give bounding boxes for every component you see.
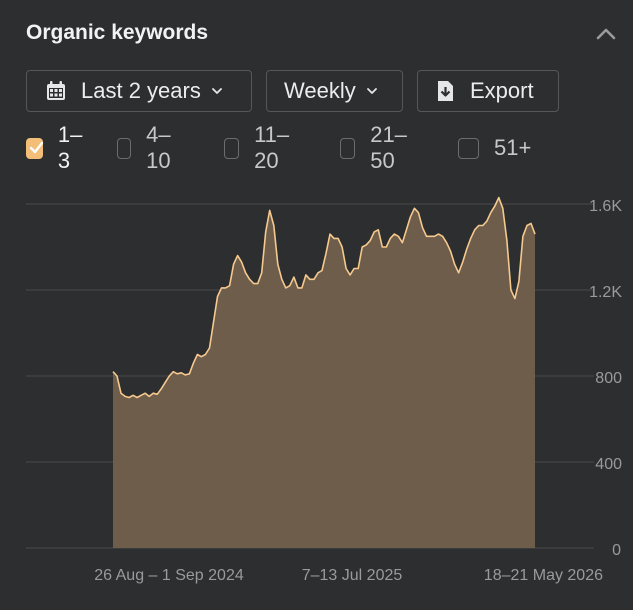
date-range-label: Last 2 years — [81, 78, 201, 103]
checkbox-icon[interactable] — [458, 137, 479, 159]
y-tick-label: 0 — [612, 542, 621, 559]
filter-label: 11–20 — [254, 122, 290, 173]
filter-21-50[interactable]: 21–50 — [340, 122, 413, 173]
series-line — [112, 196, 536, 399]
x-tick-label: 18–21 May 2026 — [484, 567, 603, 584]
download-file-icon — [438, 81, 453, 101]
x-tick-label: 7–13 Jul 2025 — [302, 567, 403, 584]
calendar-icon — [47, 81, 65, 100]
chevron-down-icon — [211, 88, 222, 94]
filter-label: 21–50 — [370, 122, 407, 173]
filter-51-plus[interactable]: 51+ — [458, 134, 531, 162]
filter-1-3[interactable]: 1–3 — [26, 122, 86, 173]
interval-dropdown[interactable]: Weekly — [266, 70, 403, 112]
y-tick-label: 800 — [595, 370, 622, 387]
filter-label: 4–10 — [146, 122, 171, 173]
filter-4-10[interactable]: 4–10 — [117, 122, 177, 173]
checkbox-icon[interactable] — [117, 137, 132, 159]
x-tick-label: 26 Aug – 1 Sep 2024 — [94, 567, 244, 584]
interval-label: Weekly — [284, 78, 356, 103]
filter-label: 51+ — [494, 135, 532, 160]
chevron-up-icon[interactable] — [594, 24, 618, 44]
y-tick-label: 1.2K — [589, 284, 622, 301]
checkbox-icon[interactable] — [340, 137, 356, 159]
y-tick-label: 1.6K — [589, 198, 622, 215]
series-area — [113, 197, 535, 548]
checkbox-icon[interactable] — [224, 137, 240, 159]
chevron-down-icon — [366, 88, 377, 94]
date-range-dropdown[interactable]: Last 2 years — [26, 70, 252, 112]
export-button[interactable]: Export — [417, 70, 559, 112]
filter-11-20[interactable]: 11–20 — [224, 122, 295, 173]
section-title: Organic keywords — [26, 21, 209, 44]
filter-label: 1–3 — [57, 122, 83, 173]
organic-keywords-chart: 0 400 800 1.2K 1.6K 26 Aug – 1 Sep 2024 7–13 J… — [26, 196, 622, 584]
checkbox-checked-icon[interactable] — [26, 137, 43, 159]
export-label: Export — [470, 78, 534, 103]
y-tick-label: 400 — [595, 456, 622, 473]
